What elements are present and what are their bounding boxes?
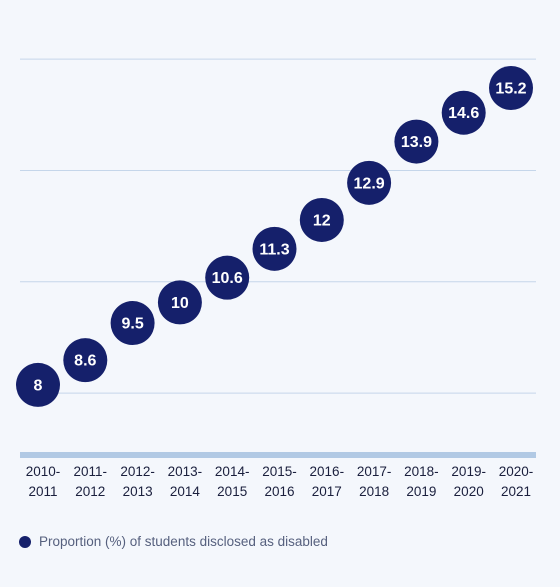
x-tick-label: 2012-2013 xyxy=(120,464,155,499)
data-label: 10.6 xyxy=(212,270,243,287)
data-point: 15.2 xyxy=(489,65,533,110)
data-point-marker xyxy=(110,301,155,346)
x-tick-label: 2017-2018 xyxy=(357,464,392,499)
x-tick-label: 2010-2011 xyxy=(26,464,61,499)
data-label: 8 xyxy=(34,377,43,394)
data-label: 14.6 xyxy=(448,105,479,122)
data-point: 8 xyxy=(16,362,60,407)
data-label: 9.5 xyxy=(121,316,143,333)
legend-marker-icon xyxy=(19,535,31,548)
data-point-marker xyxy=(347,160,392,205)
data-point: 10.6 xyxy=(205,255,250,300)
data-point: 12.9 xyxy=(347,160,392,205)
x-tick-label: 2014-2015 xyxy=(215,464,250,499)
data-point: 9.5 xyxy=(110,301,155,346)
data-point-marker xyxy=(16,362,60,407)
data-label: 12.9 xyxy=(354,175,385,192)
baseline-bar xyxy=(20,452,536,458)
data-point: 13.9 xyxy=(394,119,439,164)
data-point: 14.6 xyxy=(441,90,486,135)
x-tick-label: 2016-2017 xyxy=(310,464,345,499)
x-axis-ticks: 2010-2011 2011-2012 2012-2013 2013-2014 2014… xyxy=(26,464,534,499)
data-markers: 8 8.6 9.5 10 10.6 11.3 12 12.9 13.9 14.6 15.2 xyxy=(16,65,533,407)
gridlines xyxy=(20,58,536,394)
data-point-marker xyxy=(489,65,533,110)
data-label: 8.6 xyxy=(74,353,96,370)
x-tick-label: 2013-2014 xyxy=(168,464,203,499)
x-tick-label: 2019-2020 xyxy=(451,464,486,499)
data-point: 12 xyxy=(299,197,344,242)
data-label: 12 xyxy=(313,212,331,229)
x-tick-label: 2018-2019 xyxy=(404,464,439,499)
data-point-marker xyxy=(299,197,344,242)
x-tick-label: 2011-2012 xyxy=(74,464,108,499)
data-point-marker xyxy=(205,255,250,300)
x-tick-label: 2020-2021 xyxy=(499,464,534,499)
data-label: 10 xyxy=(171,295,189,312)
data-label: 15.2 xyxy=(495,80,526,97)
data-point-marker xyxy=(252,226,297,271)
data-point-marker xyxy=(157,280,202,325)
x-axis-baseline xyxy=(20,452,536,458)
data-point-marker xyxy=(394,119,439,164)
data-point: 8.6 xyxy=(63,338,108,383)
data-point-marker xyxy=(63,338,108,383)
legend-label: Proportion (%) of students disclosed as … xyxy=(39,534,328,549)
data-point-marker xyxy=(441,90,486,135)
data-label: 11.3 xyxy=(259,241,289,258)
x-tick-label: 2015-2016 xyxy=(262,464,297,499)
data-label: 13.9 xyxy=(401,134,432,151)
data-point: 10 xyxy=(157,280,202,325)
legend: Proportion (%) of students disclosed as … xyxy=(19,534,328,549)
data-point: 11.3 xyxy=(252,226,297,271)
